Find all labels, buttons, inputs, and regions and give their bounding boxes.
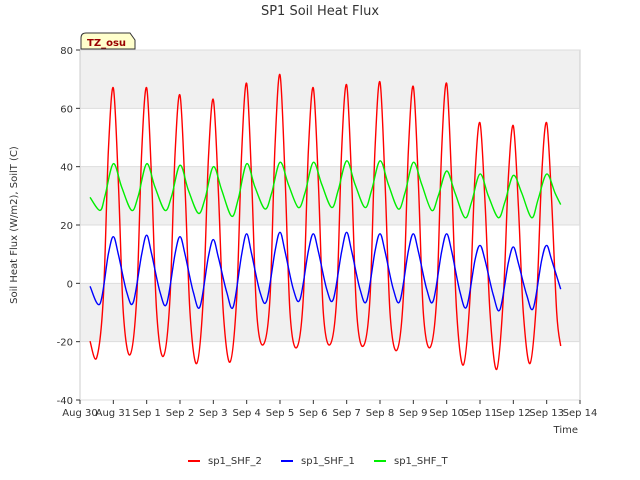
x-tick-label: Aug 30 (62, 408, 97, 419)
legend-label: sp1_SHF_1 (301, 456, 355, 467)
y-tick-label: 0 (67, 279, 73, 290)
x-tick-label: Sep 13 (529, 408, 564, 419)
x-tick-label: Aug 31 (96, 408, 131, 419)
y-tick-label: 40 (60, 163, 73, 174)
grid-lines (80, 49, 580, 401)
legend: sp1_SHF_2 sp1_SHF_1 sp1_SHF_T (188, 456, 449, 467)
x-tick-label: Sep 7 (332, 408, 360, 419)
y-tick-label: 80 (60, 46, 73, 57)
timezone-badge: TZ_osu (80, 32, 136, 50)
plot-band (80, 283, 580, 342)
x-tick-label: Sep 2 (166, 408, 194, 419)
chart-title: SP1 Soil Heat Flux (261, 4, 379, 19)
x-tick-label: Sep 10 (429, 408, 464, 419)
y-tick-label: -40 (57, 396, 73, 407)
x-tick-label: Sep 9 (399, 408, 427, 419)
series-line-sp1-shf-t (89, 160, 562, 219)
y-axis-ticks: -40 -20 0 20 40 60 80 (57, 46, 80, 407)
y-axis-label: Soil Heat Flux (W/m2), SoilT (C) (9, 146, 20, 304)
legend-label: sp1_SHF_2 (208, 456, 262, 467)
x-axis-label: Time (553, 425, 578, 436)
x-tick-label: Sep 8 (366, 408, 394, 419)
x-tick-label: Sep 14 (563, 408, 598, 419)
x-tick-label: Sep 5 (266, 408, 294, 419)
series-lines (89, 73, 562, 371)
legend-label: sp1_SHF_T (394, 456, 449, 467)
x-tick-label: Sep 12 (496, 408, 531, 419)
x-tick-label: Sep 3 (199, 408, 227, 419)
x-tick-label: Sep 4 (232, 408, 260, 419)
plot-band (80, 50, 580, 109)
y-tick-label: -20 (57, 338, 73, 349)
series-line-sp1-shf-1 (89, 231, 562, 312)
x-tick-label: Sep 1 (132, 408, 160, 419)
timezone-badge-label: TZ_osu (87, 38, 126, 49)
plot-band (80, 166, 580, 225)
series-line-sp1-shf-2 (89, 73, 562, 371)
y-tick-label: 60 (60, 104, 73, 115)
x-tick-label: Sep 6 (299, 408, 327, 419)
y-tick-label: 20 (60, 221, 73, 232)
x-tick-label: Sep 11 (463, 408, 498, 419)
